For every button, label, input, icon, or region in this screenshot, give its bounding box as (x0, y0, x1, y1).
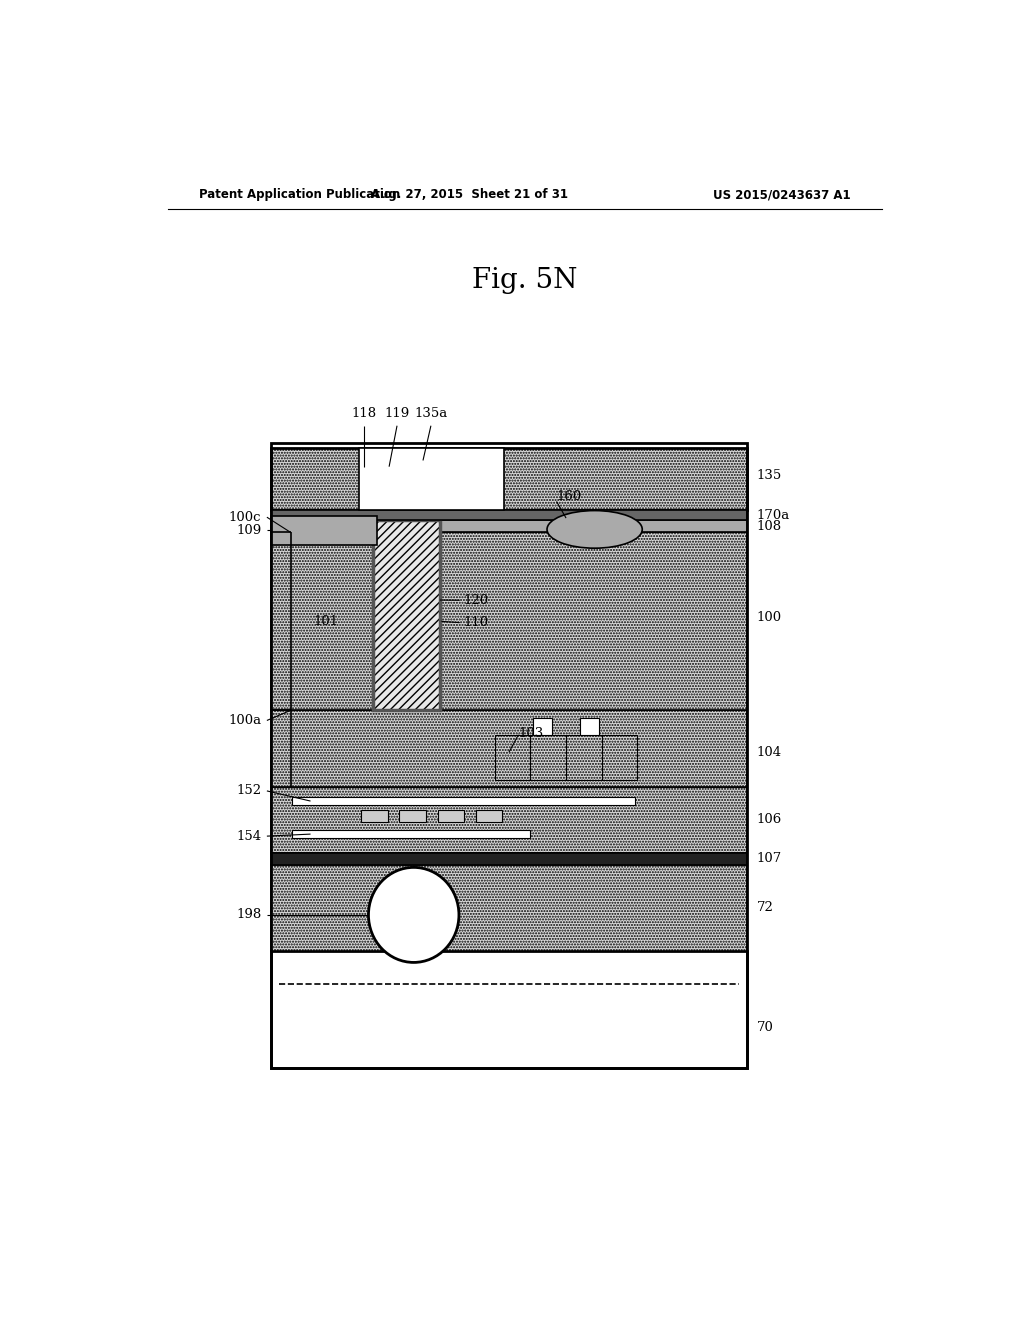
Text: 104: 104 (757, 746, 781, 759)
Bar (399, 809, 426, 821)
Text: 70: 70 (757, 1020, 773, 1034)
Bar (270, 447, 748, 510)
Bar (373, 520, 440, 710)
Text: Aug. 27, 2015  Sheet 21 of 31: Aug. 27, 2015 Sheet 21 of 31 (371, 189, 567, 202)
Text: 107: 107 (757, 853, 781, 865)
Ellipse shape (547, 511, 642, 548)
Text: 135a: 135a (415, 407, 447, 420)
Bar (270, 510, 748, 520)
Bar (292, 797, 635, 805)
Bar (270, 516, 377, 545)
Bar (437, 809, 464, 821)
Bar (532, 718, 552, 735)
Bar (581, 718, 599, 735)
Text: 170a: 170a (757, 508, 790, 521)
Text: 160: 160 (557, 490, 582, 503)
Bar (373, 520, 440, 710)
Text: 154: 154 (237, 830, 261, 842)
Text: 103: 103 (518, 727, 544, 739)
Text: 120: 120 (464, 594, 488, 607)
Bar (270, 444, 748, 1068)
Bar (270, 787, 748, 853)
Text: 110: 110 (464, 616, 488, 630)
Text: 106: 106 (757, 813, 781, 826)
Text: 135: 135 (757, 470, 781, 483)
Text: Patent Application Publication: Patent Application Publication (200, 189, 400, 202)
Bar (359, 447, 504, 510)
Bar (270, 853, 748, 865)
Text: Fig. 5N: Fig. 5N (472, 267, 578, 294)
Bar (270, 532, 748, 710)
Bar (270, 710, 748, 787)
Text: 109: 109 (237, 524, 261, 537)
Text: 118: 118 (351, 407, 377, 420)
Bar (270, 865, 748, 952)
Text: 119: 119 (384, 407, 410, 420)
Bar (292, 830, 530, 838)
Text: 101: 101 (313, 615, 339, 628)
Text: 152: 152 (237, 784, 261, 797)
Bar (495, 735, 638, 780)
Text: 100: 100 (757, 611, 781, 624)
Text: 100a: 100a (228, 714, 261, 727)
Text: 108: 108 (757, 520, 781, 533)
Bar (270, 952, 748, 1068)
Text: 72: 72 (757, 902, 773, 915)
Bar (475, 809, 502, 821)
Bar (270, 520, 748, 532)
Text: 100c: 100c (228, 511, 261, 524)
Text: 198: 198 (237, 908, 261, 921)
Text: US 2015/0243637 A1: US 2015/0243637 A1 (713, 189, 850, 202)
Bar (361, 809, 387, 821)
Ellipse shape (369, 867, 459, 962)
